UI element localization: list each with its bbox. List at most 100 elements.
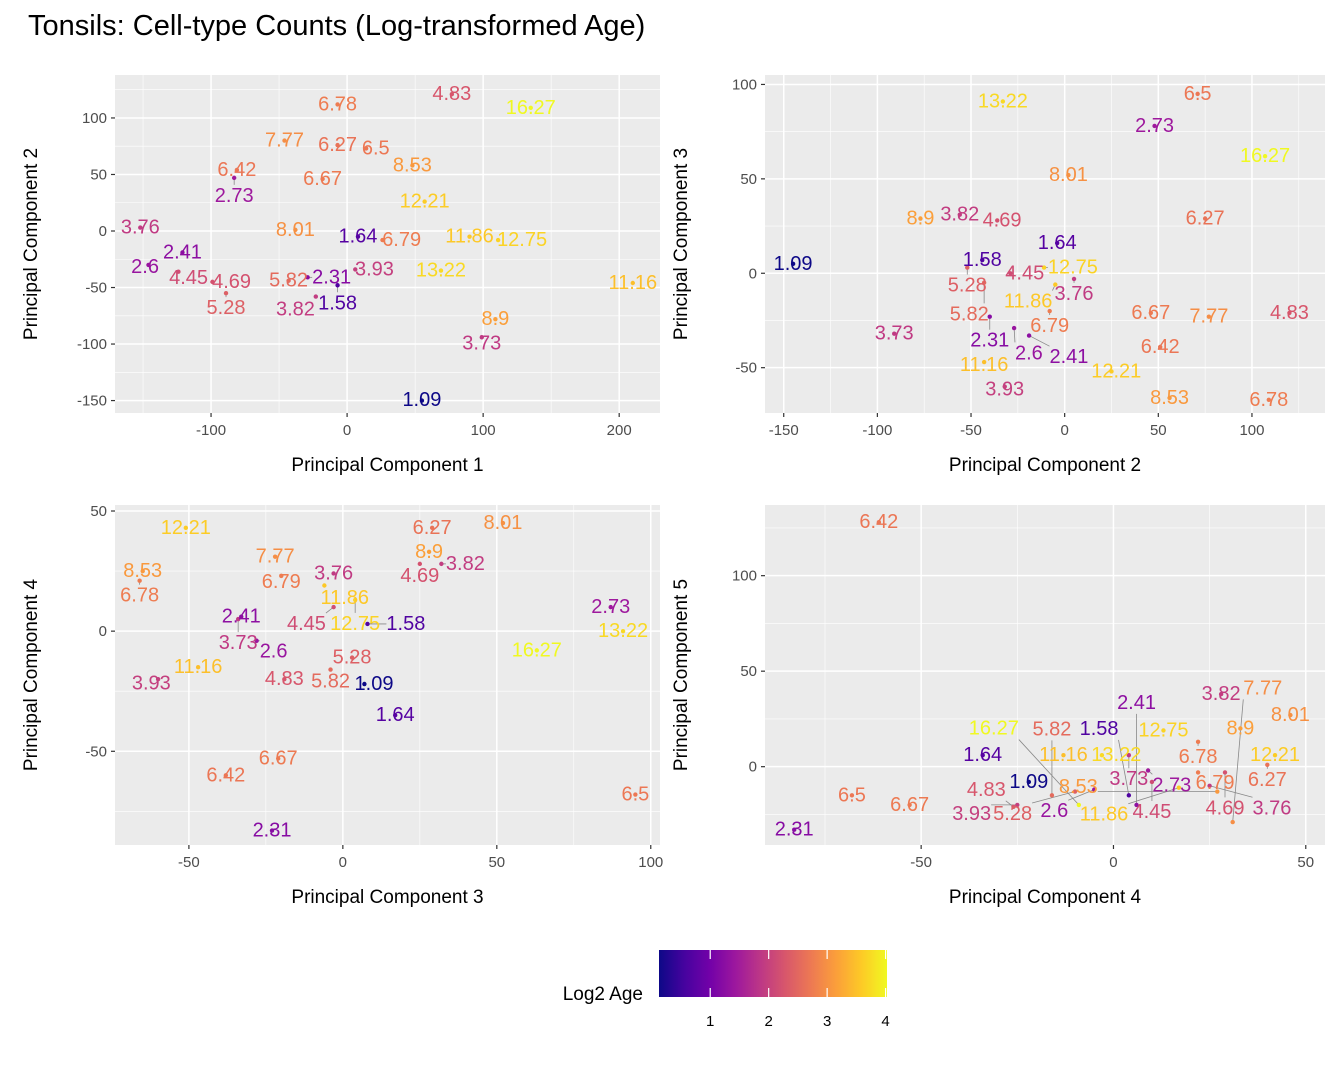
y-tick-label: -150 [77,393,107,410]
point-marker [1092,787,1097,792]
point-label: 2.41 [1050,346,1089,368]
point-marker [234,167,240,173]
point-marker [981,280,987,285]
point-marker [335,102,340,107]
colorbar-tick-label: 3 [823,1013,831,1030]
point-label: 3.76 [1055,283,1094,305]
point-marker [305,275,310,280]
point-marker [137,578,142,583]
point-label: 8.01 [1049,164,1088,186]
point-marker [1076,802,1082,808]
point-marker [1126,793,1132,798]
y-tick-label: 50 [90,503,107,520]
point-label: 5.28 [993,803,1032,825]
point-marker [957,212,962,217]
point-label: 6.67 [303,168,342,190]
point-marker [320,176,325,182]
x-tick-label: 100 [471,422,496,439]
point-marker [363,146,369,151]
point-label: 4.69 [983,209,1022,231]
point-marker [1145,768,1151,773]
y-tick-label: -50 [85,280,107,297]
point-label: 6.5 [1184,83,1212,105]
point-labels: 6.78 4.83 16.27 7.77 6.27 6.58.53 6.42 2.73 6.67… [121,83,657,411]
point-marker [335,142,340,148]
point-marker [331,571,336,576]
point-label: 12.75 [497,229,547,251]
point-marker [792,827,797,832]
point-marker [1134,802,1139,808]
point-markers [138,92,635,403]
point-label: 1.58 [963,249,1002,271]
point-marker [1061,753,1066,758]
point-marker [449,92,455,97]
x-tick-label: -50 [178,854,200,871]
point-marker [1126,753,1132,758]
point-label: 3.73 [1109,768,1148,790]
point-marker [500,520,506,526]
point-marker [528,105,533,110]
colorbar-tick-label: 2 [765,1013,773,1030]
x-tick-label: -100 [862,422,892,439]
point-marker [1099,753,1105,758]
point-markers [792,519,1293,832]
point-label: 12.21 [400,191,450,213]
point-marker [1149,779,1155,785]
y-tick-label: 0 [749,265,757,282]
point-label: 12.21 [1250,744,1300,766]
point-label: 11.86 [320,587,369,609]
point-marker [352,597,358,603]
point-marker [608,604,613,610]
point-marker [353,267,358,272]
point-marker [1026,779,1032,785]
point-marker [335,283,340,288]
point-label: 1.64 [963,744,1002,766]
point-marker [231,175,237,181]
point-label: 3.73 [219,632,258,654]
point-labels: 6.42 3.82 8.01 8.9 12.75 6.78 12.21 6.27 1.64 11.… [775,511,1310,841]
point-marker [1266,397,1272,402]
point-label: 16.27 [1240,145,1290,167]
point-label: 2.41 [1117,692,1156,714]
point-marker [980,257,985,263]
point-marker [410,163,415,168]
point-label: 6.42 [217,159,256,181]
point-label: 6.27 [318,134,357,156]
y-tick-label: 0 [99,623,107,640]
point-label: 6.79 [262,571,301,593]
point-label: 6.78 [120,585,159,607]
point-label: 3.82 [446,553,485,575]
point-label: 6.67 [890,794,929,816]
point-label: 6.67 [1131,302,1170,324]
x-tick-label: -150 [769,422,799,439]
point-label: 5.82 [269,270,308,292]
point-marker [1195,739,1201,745]
point-marker [1011,325,1017,331]
point-label: 6.78 [1249,389,1288,411]
x-tick-label: 0 [343,422,351,439]
point-marker [223,773,229,778]
y-tick-label: -100 [77,336,107,353]
point-label: 11.16 [1039,744,1088,766]
point-marker [429,525,435,531]
point-marker [1161,728,1166,733]
point-label: 6.79 [382,229,421,251]
point-label: 3.73 [875,323,914,345]
x-axis-title: Principal Component 1 [291,455,483,476]
point-label: 2.73 [1135,115,1174,137]
point-marker [286,278,291,283]
point-label: 2.31 [970,330,1009,352]
point-marker [183,525,189,531]
point-marker [254,638,259,643]
point-label: 11.16 [960,354,1009,376]
point-marker [987,314,992,319]
x-tick-label: 0 [1060,422,1068,439]
panel-4: -50 0 50 0 50 100 Principal Component 4 Princip… [671,505,1325,908]
point-label: 4.45 [287,613,326,635]
point-marker [279,573,284,579]
leader-line [1232,699,1244,823]
point-label: 8.01 [483,512,522,534]
point-marker [633,792,638,797]
point-marker [965,265,970,270]
point-marker [1015,802,1020,808]
